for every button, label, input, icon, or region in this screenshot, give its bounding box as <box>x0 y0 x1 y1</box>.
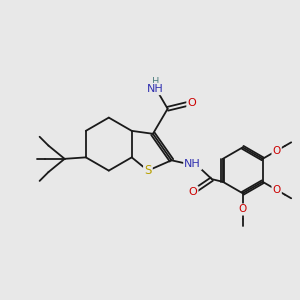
Text: O: O <box>188 98 196 108</box>
Text: NH: NH <box>184 159 201 169</box>
Text: O: O <box>272 146 281 156</box>
Text: O: O <box>189 187 197 196</box>
Text: O: O <box>272 185 281 195</box>
Text: NH: NH <box>147 84 164 94</box>
Text: H: H <box>152 77 159 87</box>
Text: O: O <box>238 205 247 214</box>
Text: S: S <box>144 164 152 177</box>
